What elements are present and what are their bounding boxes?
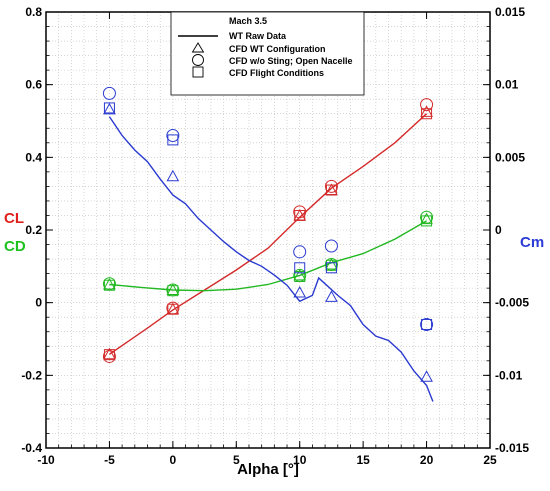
cl-cfd-wt-point: [103, 347, 116, 360]
data-series: [102, 86, 434, 402]
cm-cfd-wt-point: [420, 370, 433, 382]
cm-cfd-open-point: [324, 239, 338, 253]
x-tick-label: 25: [483, 453, 497, 467]
legend-box: [170, 11, 365, 96]
legend-cfd-open: CFD w/o Sting; Open Nacelle: [229, 56, 353, 66]
x-axis-ticks: -10 -5 0 5 10 15 20 25: [37, 12, 497, 467]
legend: Mach 3.5 WT Raw Data CFD WT Configuratio…: [170, 11, 365, 96]
x-tick-label: -5: [104, 453, 115, 467]
cl-cfd-wt-point: [420, 105, 433, 117]
x-tick-label: 15: [356, 453, 370, 467]
cd-cfd-wt-point: [325, 257, 338, 270]
cl-cfd-open-point: [293, 205, 307, 219]
x-tick-label: 10: [293, 453, 307, 467]
right-tick-label: -0.005: [495, 296, 529, 310]
cm-cfd-open-point: [293, 245, 307, 259]
cl-cfd-flight-point: [421, 108, 433, 120]
circle-marker-icon: [192, 54, 204, 66]
right-tick-label: 0.015: [495, 5, 525, 19]
legend-wt-raw: WT Raw Data: [229, 31, 287, 41]
x-tick-label: 0: [170, 453, 177, 467]
left-tick-label: 0.2: [25, 223, 42, 237]
cd-cfd-flight-point: [294, 271, 306, 283]
cd-cfd-flight-point: [167, 285, 179, 297]
cm-cfd-flight-point: [167, 134, 179, 146]
cm-cfd-open-point: [420, 317, 434, 331]
cm-cfd-wt-point: [166, 169, 180, 182]
x-tick-label: -10: [37, 453, 55, 467]
cm-cfd-flight-point: [325, 262, 337, 274]
cm-cfd-open-point: [102, 86, 116, 100]
left-tick-label: -0.2: [21, 368, 42, 382]
left-tick-label: 0.8: [25, 5, 42, 19]
cd-axis-label: CD: [4, 238, 26, 255]
right-axis-ticks: -0.015 -0.01 -0.005 0 0.005 0.01 0.015: [483, 5, 529, 455]
left-axis-ticks: -0.4 -0.2 0 0.2 0.4 0.6 0.8: [21, 5, 53, 455]
left-tick-label: 0: [35, 296, 42, 310]
right-tick-label: -0.015: [495, 441, 529, 455]
cm-cfd-wt-point: [325, 290, 338, 302]
square-marker-icon: [192, 66, 204, 78]
right-tick-label: 0.005: [495, 150, 525, 164]
cd-cfd-flight-point: [103, 279, 115, 291]
cm-wt-raw-line: [108, 116, 434, 402]
x-tick-label: 20: [420, 453, 434, 467]
cm-cfd-wt-point: [103, 102, 116, 115]
x-tick-label: 5: [233, 453, 240, 467]
right-tick-label: -0.01: [495, 368, 523, 382]
legend-cfd-wt: CFD WT Configuration: [229, 44, 325, 54]
cm-cfd-flight-point: [294, 262, 306, 274]
cm-cfd-open-point: [166, 129, 180, 143]
cd-cfd-wt-point: [293, 268, 307, 281]
right-tick-label: 0.01: [495, 78, 519, 92]
legend-title: Mach 3.5: [229, 16, 267, 26]
cl-cfd-flight-point: [167, 303, 179, 315]
cl-cfd-open-point: [102, 349, 116, 363]
cm-cfd-flight-point: [421, 318, 433, 330]
cm-axis-label: Cm: [520, 234, 544, 251]
cl-cfd-flight-point: [103, 349, 115, 361]
cl-axis-label: CL: [4, 210, 24, 227]
cl-cfd-flight-point: [294, 209, 306, 221]
left-tick-label: 0.4: [25, 150, 42, 164]
cd-cfd-open-point: [420, 210, 434, 224]
left-tick-label: 0.6: [25, 78, 42, 92]
triangle-marker-icon: [191, 42, 205, 53]
right-tick-label: 0: [495, 223, 502, 237]
cl-cfd-open-point: [420, 98, 434, 112]
cm-cfd-flight-point: [103, 102, 115, 114]
cd-cfd-flight-point: [421, 215, 433, 227]
cl-cfd-open-point: [324, 179, 338, 193]
cd-cfd-wt-point: [103, 277, 116, 290]
cd-cfd-wt-point: [166, 283, 180, 295]
cm-cfd-wt-point: [293, 285, 307, 298]
cl-wt-raw-line: [109, 113, 428, 355]
x-axis-label: Alpha [°]: [237, 461, 299, 478]
legend-cfd-flight: CFD Flight Conditions: [229, 68, 324, 78]
cd-wt-raw-line: [109, 220, 427, 292]
left-tick-label: -0.4: [21, 441, 42, 455]
cl-cfd-flight-point: [325, 184, 337, 196]
